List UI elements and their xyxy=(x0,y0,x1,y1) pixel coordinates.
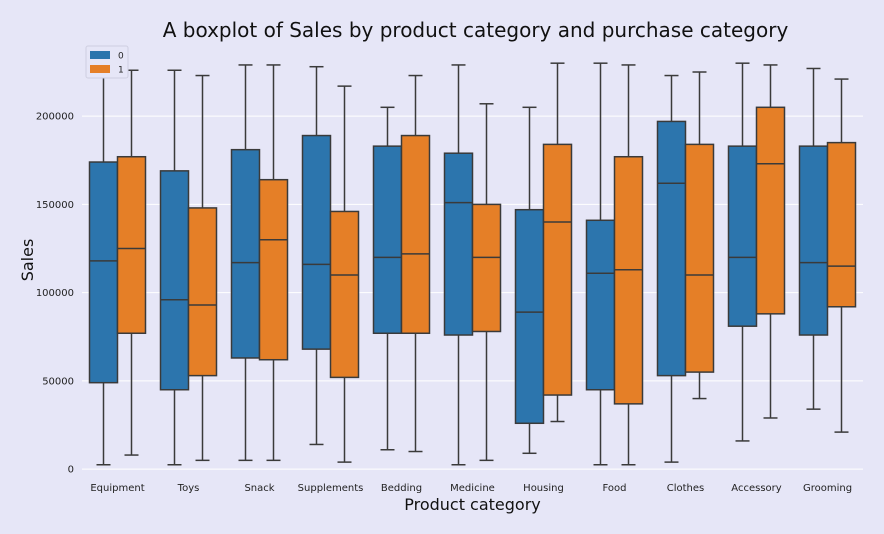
y-axis-label: Sales xyxy=(18,239,37,282)
box-housing-series-1 xyxy=(542,62,573,423)
x-tick-label: Food xyxy=(603,483,627,494)
iqr-box xyxy=(400,134,431,335)
legend-label: 0 xyxy=(118,52,124,62)
box-medicine-series-0 xyxy=(443,64,474,466)
x-tick-label: Housing xyxy=(523,483,564,494)
iqr-box xyxy=(613,155,644,405)
iqr-box xyxy=(329,210,360,379)
legend-swatch xyxy=(90,51,110,59)
iqr-box xyxy=(585,219,616,391)
x-tick-label: Medicine xyxy=(450,483,495,494)
x-tick-label: Equipment xyxy=(90,483,144,494)
x-tick-label: Supplements xyxy=(298,483,364,494)
box-bedding-series-0 xyxy=(372,106,403,451)
iqr-box xyxy=(471,203,502,333)
box-medicine-series-1 xyxy=(471,103,502,462)
x-tick-label: Toys xyxy=(177,483,200,494)
box-snack-series-0 xyxy=(230,64,261,462)
box-toys-series-1 xyxy=(187,74,218,462)
iqr-box xyxy=(372,145,403,335)
iqr-box xyxy=(187,207,218,377)
legend-label: 1 xyxy=(118,66,124,76)
y-tick-label: 0 xyxy=(68,465,74,476)
box-food-series-0 xyxy=(585,62,616,466)
box-accessory-series-1 xyxy=(755,64,786,419)
box-housing-series-0 xyxy=(514,106,545,455)
y-tick-label: 150000 xyxy=(36,200,74,211)
x-tick-label: Clothes xyxy=(667,483,705,494)
y-tick-label: 100000 xyxy=(36,288,74,299)
box-supplements-series-0 xyxy=(301,65,332,446)
box-equipment-series-1 xyxy=(116,69,147,456)
iqr-box xyxy=(116,155,147,335)
chart-title: A boxplot of Sales by product category a… xyxy=(163,18,789,42)
box-supplements-series-1 xyxy=(329,85,360,463)
box-food-series-1 xyxy=(613,64,644,466)
iqr-box xyxy=(798,145,829,336)
legend: 01 xyxy=(85,45,129,79)
iqr-box xyxy=(230,148,261,359)
x-tick-label: Grooming xyxy=(803,483,852,494)
box-snack-series-1 xyxy=(258,64,289,462)
iqr-box xyxy=(443,152,474,336)
iqr-box xyxy=(88,161,119,384)
iqr-box xyxy=(301,134,332,350)
x-tick-label: Bedding xyxy=(381,483,422,494)
iqr-box xyxy=(258,178,289,361)
box-grooming-series-1 xyxy=(826,78,857,433)
iqr-box xyxy=(656,120,687,377)
iqr-box xyxy=(684,143,715,373)
iqr-box xyxy=(826,141,857,308)
box-toys-series-0 xyxy=(159,69,190,466)
x-axis-label: Product category xyxy=(404,495,541,514)
iqr-box xyxy=(755,106,786,315)
box-equipment-series-0 xyxy=(88,69,119,466)
x-tick-label: Snack xyxy=(244,483,274,494)
box-bedding-series-1 xyxy=(400,74,431,453)
iqr-box xyxy=(727,145,758,327)
y-tick-label: 50000 xyxy=(42,376,74,387)
x-tick-label: Accessory xyxy=(731,483,781,494)
box-clothes-series-1 xyxy=(684,71,715,400)
y-tick-label: 200000 xyxy=(36,112,74,123)
iqr-box xyxy=(159,170,190,391)
iqr-box xyxy=(542,143,573,396)
iqr-box xyxy=(514,208,545,425)
box-grooming-series-0 xyxy=(798,67,829,410)
legend-swatch xyxy=(90,65,110,73)
box-accessory-series-0 xyxy=(727,62,758,442)
box-clothes-series-0 xyxy=(656,74,687,463)
